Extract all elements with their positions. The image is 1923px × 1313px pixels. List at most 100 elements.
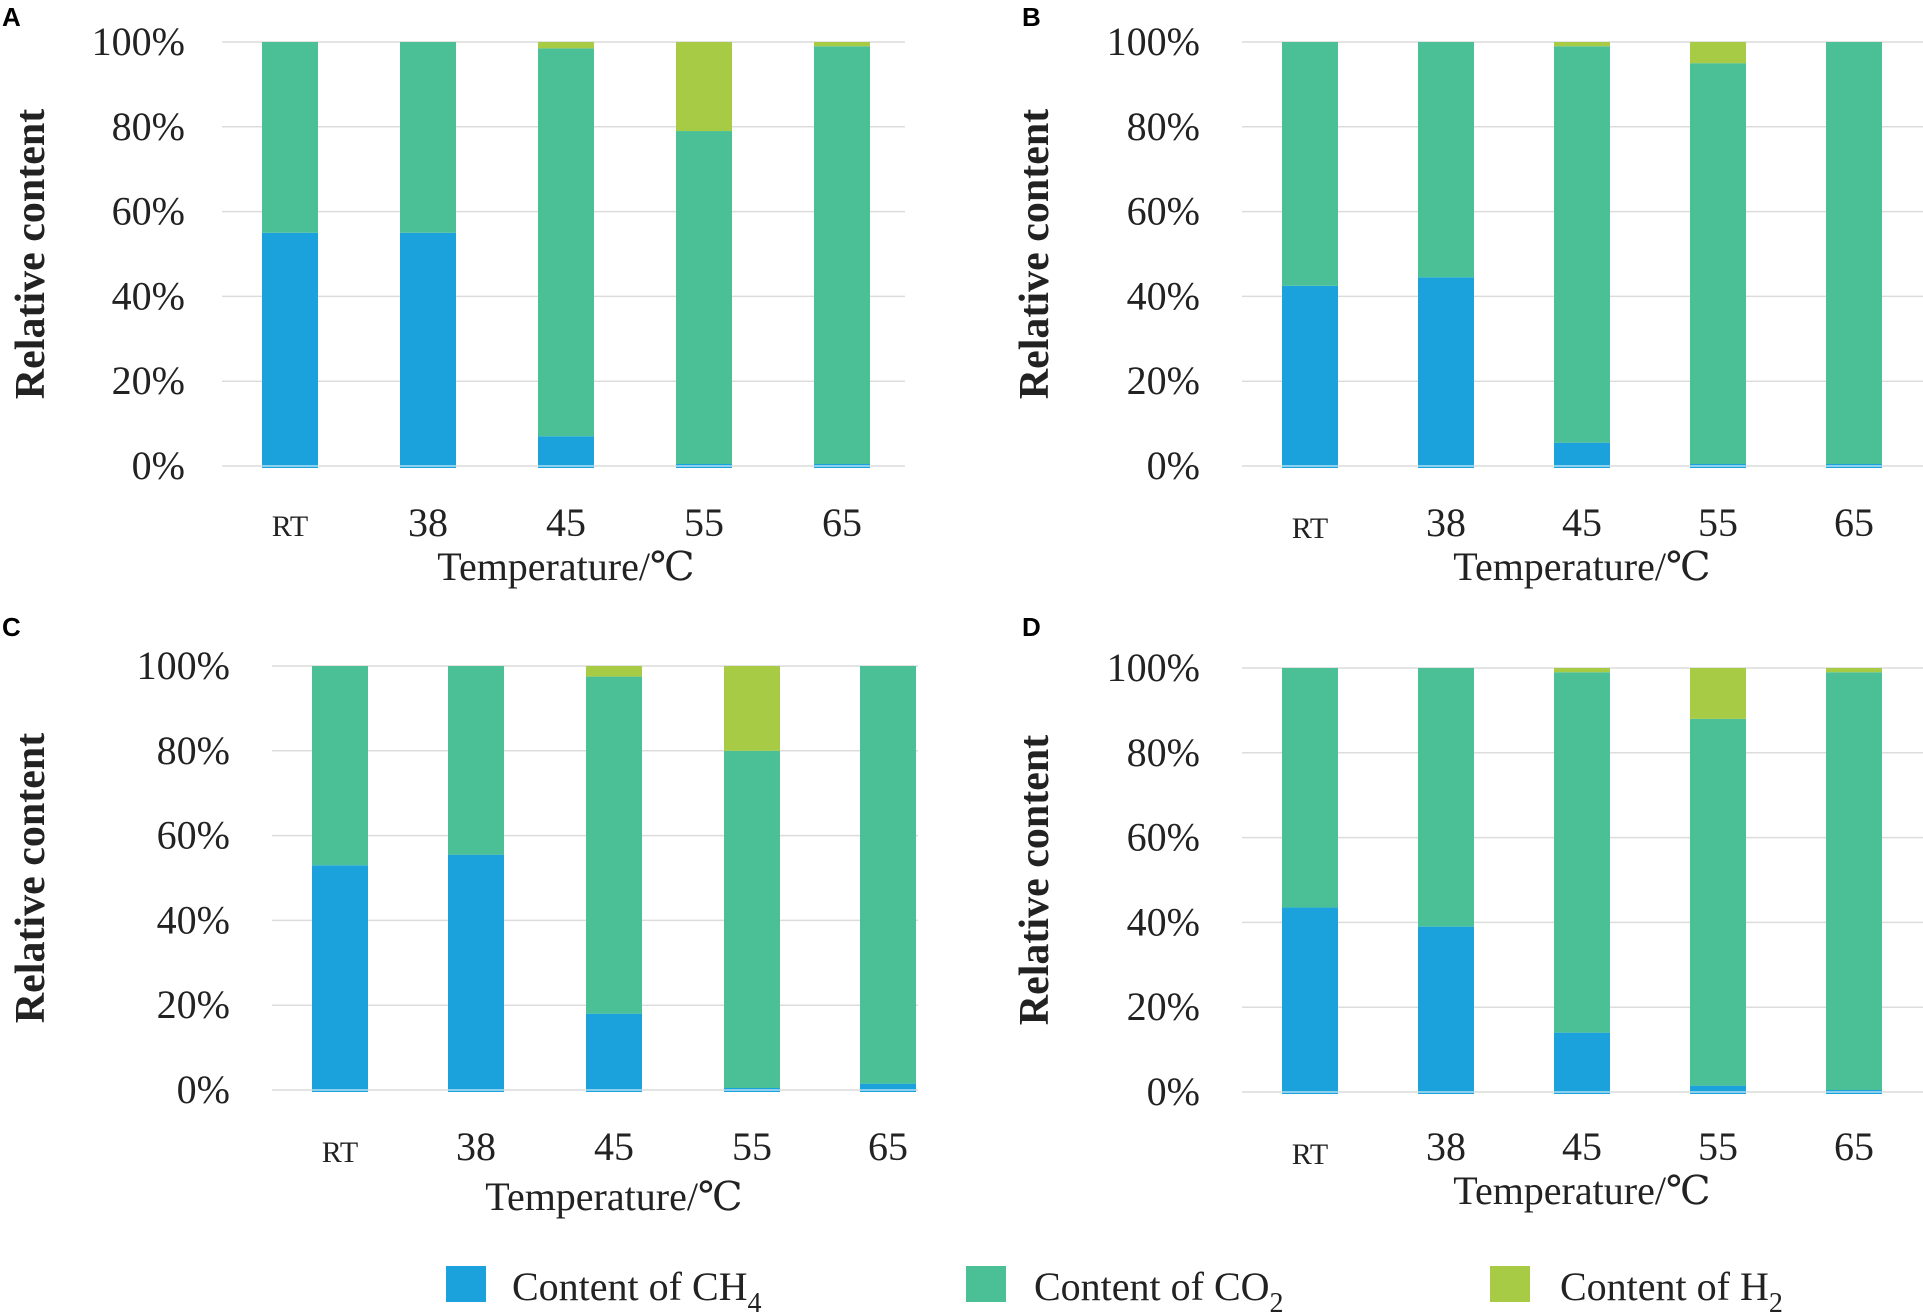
legend-swatch-co2 xyxy=(966,1266,1006,1302)
bar-co2-55 xyxy=(676,131,732,467)
bar-h2-45 xyxy=(1554,42,1610,47)
y-tick-label: 100% xyxy=(1107,19,1200,64)
legend-swatch-h2 xyxy=(1490,1266,1530,1302)
bar-co2-rt xyxy=(1282,42,1338,286)
legend-swatch-ch4 xyxy=(446,1266,486,1302)
x-tick-label: 55 xyxy=(1698,500,1738,545)
y-tick-label: 60% xyxy=(157,813,230,858)
x-tick-label: 38 xyxy=(408,500,448,545)
x-tick-label: 45 xyxy=(1562,1124,1602,1169)
bar-h2-45 xyxy=(586,666,642,677)
bar-h2-65 xyxy=(814,42,870,47)
panel-b: B 0% 20% 40% 60% 80% 100% RT 38 45 55 65 Temperature… xyxy=(1012,2,1923,589)
y-tick-label: 20% xyxy=(112,358,185,403)
bar-co2-rt xyxy=(1282,668,1338,908)
bar-h2-45 xyxy=(1554,668,1610,673)
y-tick-label: 0% xyxy=(1147,443,1200,488)
x-tick-label: 45 xyxy=(594,1124,634,1169)
legend-subscript: 4 xyxy=(748,1288,762,1313)
bar-co2-38 xyxy=(400,42,456,233)
x-axis-label: Temperature/℃ xyxy=(437,544,694,589)
bar-co2-38 xyxy=(1418,42,1474,278)
bar-ch4-38 xyxy=(1418,926,1474,1092)
bar-ch4-38 xyxy=(400,232,456,466)
y-tick-label: 40% xyxy=(1127,899,1200,944)
x-tick-label: 45 xyxy=(1562,500,1602,545)
bar-co2-rt xyxy=(312,666,368,866)
panel-d: D 0% 20% 40% 60% 80% 100% RT 38 45 55 65 Temperature… xyxy=(1012,612,1923,1213)
bar-ch4-55 xyxy=(1690,1085,1746,1092)
bar-h2-65 xyxy=(1826,668,1882,673)
panel-a: A 0% 20% 40% 60% 80% 100% RT 38 45 55 65 Temperature… xyxy=(2,2,905,589)
bar-ch4-38 xyxy=(1418,277,1474,466)
y-tick-label: 80% xyxy=(157,728,230,773)
panel-letter: A xyxy=(2,2,21,32)
x-axis-label: Temperature/℃ xyxy=(485,1174,742,1219)
bar-co2-45 xyxy=(1554,46,1610,443)
y-tick-label: 0% xyxy=(132,443,185,488)
y-tick-label: 20% xyxy=(157,982,230,1027)
bar-co2-38 xyxy=(1418,668,1474,927)
bar-co2-65 xyxy=(1826,42,1882,466)
bar-h2-55 xyxy=(1690,668,1746,719)
bar-ch4-rt xyxy=(1282,907,1338,1092)
bar-ch4-38 xyxy=(448,854,504,1090)
y-tick-label: 20% xyxy=(1127,984,1200,1029)
y-tick-label: 60% xyxy=(1127,189,1200,234)
x-tick-label: 65 xyxy=(822,500,862,545)
y-tick-label: 40% xyxy=(112,273,185,318)
y-tick-label: 100% xyxy=(1107,645,1200,690)
legend: Content of CH4 Content of CO2 Content of H… xyxy=(446,1264,1783,1313)
bar-h2-55 xyxy=(676,42,732,132)
legend-label-h2: Content of H2 xyxy=(1560,1264,1783,1313)
y-tick-label: 80% xyxy=(1127,104,1200,149)
x-tick-label: 65 xyxy=(868,1124,908,1169)
bar-co2-55 xyxy=(1690,63,1746,466)
y-axis-label: Relative content xyxy=(1012,109,1058,399)
x-axis-label: Temperature/℃ xyxy=(1453,544,1710,589)
y-tick-label: 60% xyxy=(112,189,185,234)
bar-h2-55 xyxy=(1690,42,1746,64)
y-axis-label: Relative content xyxy=(1012,735,1058,1025)
y-tick-label: 100% xyxy=(92,19,185,64)
x-tick-label: 45 xyxy=(546,500,586,545)
y-tick-label: 60% xyxy=(1127,815,1200,860)
x-tick-label: 38 xyxy=(1426,500,1466,545)
bar-ch4-45 xyxy=(538,436,594,466)
bar-ch4-rt xyxy=(312,865,368,1090)
x-tick-label: RT xyxy=(272,510,309,543)
x-tick-label: 55 xyxy=(732,1124,772,1169)
x-tick-label: RT xyxy=(1292,1138,1329,1171)
y-tick-label: 0% xyxy=(1147,1069,1200,1114)
x-tick-label: 65 xyxy=(1834,1124,1874,1169)
y-tick-label: 80% xyxy=(112,104,185,149)
x-axis-label: Temperature/℃ xyxy=(1453,1168,1710,1213)
y-tick-label: 40% xyxy=(157,897,230,942)
y-axis-label: Relative content xyxy=(8,733,54,1023)
panel-letter: C xyxy=(2,612,21,642)
bar-h2-55 xyxy=(724,666,780,751)
panel-letter: B xyxy=(1022,2,1041,32)
bar-co2-45 xyxy=(1554,672,1610,1033)
y-axis-label: Relative content xyxy=(8,109,54,399)
bar-co2-55 xyxy=(1690,718,1746,1086)
bar-co2-65 xyxy=(814,46,870,467)
x-tick-label: RT xyxy=(322,1136,359,1169)
x-tick-label: 55 xyxy=(684,500,724,545)
bar-ch4-rt xyxy=(1282,285,1338,466)
legend-subscript: 2 xyxy=(1270,1288,1284,1313)
y-tick-label: 100% xyxy=(137,643,230,688)
bar-ch4-45 xyxy=(586,1013,642,1090)
x-tick-label: 55 xyxy=(1698,1124,1738,1169)
bar-ch4-rt xyxy=(262,232,318,466)
bar-co2-65 xyxy=(1826,672,1882,1092)
bar-co2-rt xyxy=(262,42,318,233)
bar-co2-65 xyxy=(860,666,916,1084)
bar-ch4-45 xyxy=(1554,1032,1610,1092)
panel-letter: D xyxy=(1022,612,1041,642)
y-tick-label: 0% xyxy=(177,1067,230,1112)
legend-label-ch4: Content of CH4 xyxy=(512,1264,762,1313)
bar-ch4-65 xyxy=(860,1083,916,1090)
x-tick-label: RT xyxy=(1292,512,1329,545)
